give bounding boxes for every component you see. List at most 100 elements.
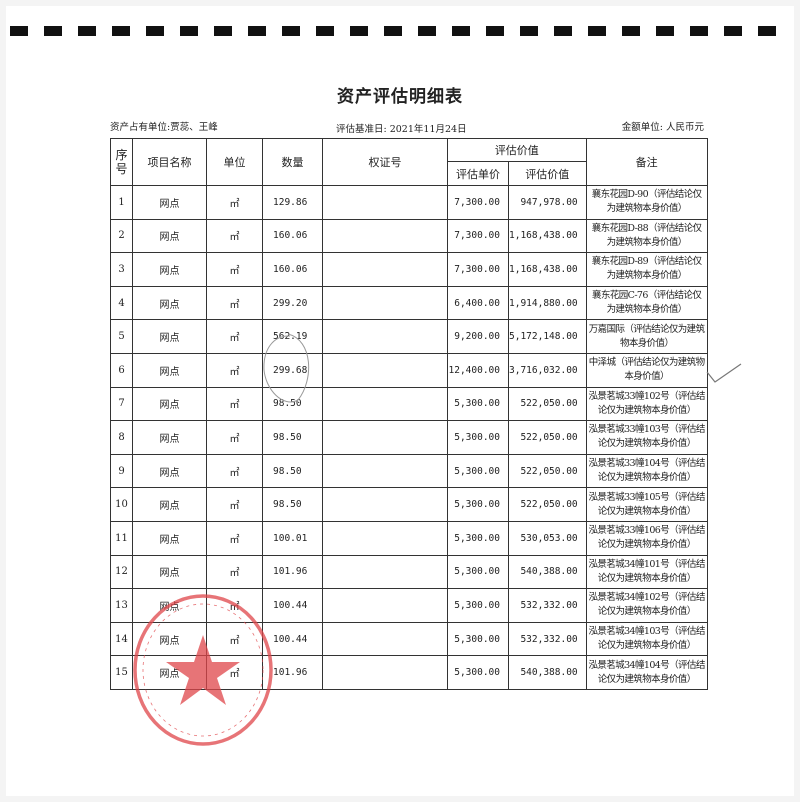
cell-cert bbox=[322, 319, 448, 354]
cell-cert bbox=[322, 285, 448, 321]
cell-note: 襄东花园D-89（评估结论仅为建筑物本身价值） bbox=[585, 252, 708, 287]
cell-qty: 562.19 bbox=[262, 319, 323, 354]
cell-unit: ㎡ bbox=[206, 218, 263, 254]
cell-cert bbox=[322, 554, 448, 590]
cell-unit-price: 7,300.00 bbox=[447, 185, 509, 220]
cell-unit-price: 5,300.00 bbox=[447, 453, 509, 489]
cell-cert bbox=[322, 185, 448, 220]
cell-value: 530,053.00 bbox=[508, 520, 587, 556]
cell-qty: 160.06 bbox=[262, 218, 323, 254]
cell-cert bbox=[322, 655, 448, 690]
cell-value: 522,050.00 bbox=[508, 386, 587, 422]
cell-value: 3,716,032.00 bbox=[508, 352, 587, 388]
cell-qty: 98.50 bbox=[262, 453, 323, 489]
cell-value: 1,914,880.00 bbox=[508, 285, 587, 321]
header-value-group: 评估价值 bbox=[447, 138, 587, 162]
cell-note: 襄东花园D-88（评估结论仅为建筑物本身价值） bbox=[585, 218, 708, 254]
cell-note: 襄东花园C-76（评估结论仅为建筑物本身价值） bbox=[585, 285, 708, 321]
cell-name: 网点 bbox=[132, 588, 207, 623]
header-cert: 权证号 bbox=[322, 138, 448, 186]
cell-qty: 100.01 bbox=[262, 520, 323, 556]
cell-unit: ㎡ bbox=[206, 352, 263, 388]
cell-seq: 4 bbox=[110, 285, 133, 321]
cell-value: 1,168,438.00 bbox=[508, 252, 587, 287]
cell-seq: 10 bbox=[110, 487, 133, 522]
cell-unit-price: 5,300.00 bbox=[447, 386, 509, 422]
cell-name: 网点 bbox=[132, 218, 207, 254]
header-qty: 数量 bbox=[262, 138, 323, 186]
cell-qty: 100.44 bbox=[262, 621, 323, 657]
cell-name: 网点 bbox=[132, 621, 207, 657]
header-seq: 序号 bbox=[110, 138, 133, 186]
cell-name: 网点 bbox=[132, 386, 207, 422]
cell-unit-price: 6,400.00 bbox=[447, 285, 509, 321]
cell-qty: 101.96 bbox=[262, 554, 323, 590]
cell-name: 网点 bbox=[132, 420, 207, 455]
cell-note: 中泽城（评估结论仅为建筑物本身价值） bbox=[585, 352, 708, 388]
cell-unit: ㎡ bbox=[206, 319, 263, 354]
cell-value: 532,332.00 bbox=[508, 588, 587, 623]
cell-note: 泓景茗城33幢106号（评估结论仅为建筑物本身价值） bbox=[585, 520, 708, 556]
cell-cert bbox=[322, 520, 448, 556]
header-unit: 单位 bbox=[206, 138, 263, 186]
cell-value: 522,050.00 bbox=[508, 420, 587, 455]
cell-qty: 98.50 bbox=[262, 420, 323, 455]
cell-seq: 7 bbox=[110, 386, 133, 422]
cell-note: 泓景茗城34幢104号（评估结论仅为建筑物本身价值） bbox=[585, 655, 708, 690]
cell-seq: 12 bbox=[110, 554, 133, 590]
cell-unit-price: 5,300.00 bbox=[447, 554, 509, 590]
cell-qty: 98.50 bbox=[262, 386, 323, 422]
page-title: 资产评估明细表 bbox=[337, 87, 463, 107]
cell-value: 540,388.00 bbox=[508, 655, 587, 690]
currency-unit: 金额单位: 人民币元 bbox=[621, 122, 704, 133]
cell-name: 网点 bbox=[132, 487, 207, 522]
cell-cert bbox=[322, 487, 448, 522]
cell-name: 网点 bbox=[132, 554, 207, 590]
cell-seq: 6 bbox=[110, 352, 133, 388]
cell-qty: 160.06 bbox=[262, 252, 323, 287]
cell-note: 泓景茗城34幢101号（评估结论仅为建筑物本身价值） bbox=[585, 554, 708, 590]
cell-unit: ㎡ bbox=[206, 420, 263, 455]
cell-seq: 8 bbox=[110, 420, 133, 455]
cell-unit: ㎡ bbox=[206, 252, 263, 287]
cell-unit: ㎡ bbox=[206, 588, 263, 623]
cell-qty: 129.86 bbox=[262, 185, 323, 220]
cell-qty: 98.50 bbox=[262, 487, 323, 522]
cell-cert bbox=[322, 621, 448, 657]
cell-name: 网点 bbox=[132, 185, 207, 220]
scan-border-dashes bbox=[10, 26, 790, 36]
cell-value: 947,978.00 bbox=[508, 185, 587, 220]
cell-note: 襄东花园D-90（评估结论仅为建筑物本身价值） bbox=[585, 185, 708, 220]
cell-qty: 101.96 bbox=[262, 655, 323, 690]
cell-unit-price: 5,300.00 bbox=[447, 520, 509, 556]
cell-unit: ㎡ bbox=[206, 285, 263, 321]
cell-cert bbox=[322, 386, 448, 422]
cell-name: 网点 bbox=[132, 453, 207, 489]
cell-cert bbox=[322, 252, 448, 287]
cell-qty: 299.20 bbox=[262, 285, 323, 321]
cell-seq: 5 bbox=[110, 319, 133, 354]
cell-note: 泓景茗城34幢103号（评估结论仅为建筑物本身价值） bbox=[585, 621, 708, 657]
cell-name: 网点 bbox=[132, 520, 207, 556]
cell-value: 1,168,438.00 bbox=[508, 218, 587, 254]
cell-name: 网点 bbox=[132, 285, 207, 321]
cell-seq: 14 bbox=[110, 621, 133, 657]
cell-note: 泓景茗城33幢103号（评估结论仅为建筑物本身价值） bbox=[585, 420, 708, 455]
cell-unit-price: 5,300.00 bbox=[447, 588, 509, 623]
cell-note: 万嘉国际（评估结论仅为建筑物本身价值） bbox=[585, 319, 708, 354]
cell-note: 泓景茗城34幢102号（评估结论仅为建筑物本身价值） bbox=[585, 588, 708, 623]
cell-unit-price: 7,300.00 bbox=[447, 252, 509, 287]
cell-unit: ㎡ bbox=[206, 554, 263, 590]
cell-unit: ㎡ bbox=[206, 453, 263, 489]
